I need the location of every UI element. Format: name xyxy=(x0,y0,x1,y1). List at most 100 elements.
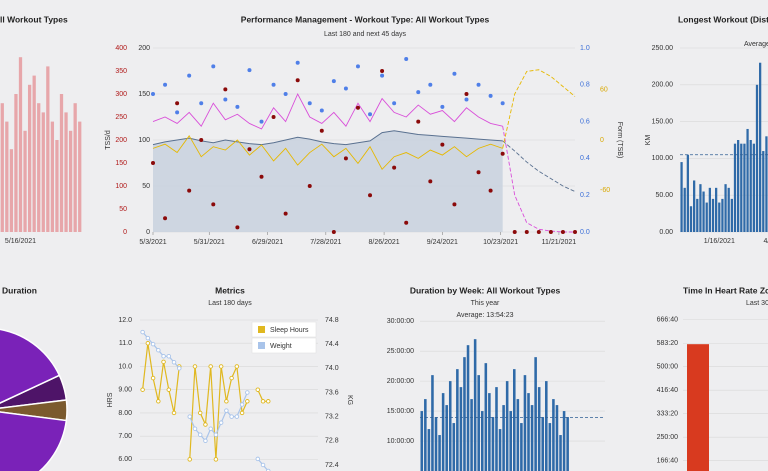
bar xyxy=(686,154,689,232)
y-tick-label: -60 xyxy=(600,187,610,194)
series-marker xyxy=(229,375,234,381)
y-tick-label: 100 xyxy=(115,183,127,190)
scatter-dot xyxy=(331,79,336,84)
bar xyxy=(733,143,737,232)
ctl-area xyxy=(153,130,503,232)
y-tick-label: 0.4 xyxy=(580,155,590,162)
scatter-dot xyxy=(392,101,397,106)
bar xyxy=(495,387,498,471)
scatter-dot xyxy=(380,69,385,73)
bar xyxy=(689,206,693,232)
title-text: Duration xyxy=(2,285,37,295)
series-marker xyxy=(255,456,261,462)
series-marker xyxy=(166,353,172,359)
scatter-dot xyxy=(488,188,493,193)
title-text: Time In Heart Rate Zo xyxy=(683,285,768,295)
scatter-dot xyxy=(247,68,252,73)
bar xyxy=(459,387,463,471)
series-marker xyxy=(218,420,224,425)
bar xyxy=(746,128,749,232)
y-tick-label: 416:40 xyxy=(657,387,679,394)
bar xyxy=(0,103,4,232)
legend-swatch xyxy=(258,342,265,349)
bar xyxy=(505,381,509,471)
scatter-dot xyxy=(368,112,373,117)
series-marker xyxy=(239,402,245,407)
series-marker xyxy=(145,340,151,346)
scatter-dot xyxy=(476,82,481,87)
scatter-dot xyxy=(163,82,168,87)
y-tick-label: 250:00 xyxy=(657,434,679,441)
subtitle-text: Last 30 xyxy=(746,300,768,307)
bar xyxy=(448,381,452,471)
series-marker xyxy=(192,426,198,431)
scatter-dot xyxy=(476,170,481,175)
y-tick-label: 583:20 xyxy=(657,340,679,347)
series-marker xyxy=(156,399,161,404)
scatter-dot xyxy=(199,101,204,106)
x-tick-label: 6/29/2021 xyxy=(252,239,283,246)
series-marker xyxy=(145,335,151,341)
scatter-dot xyxy=(187,188,192,193)
series-marker xyxy=(245,399,250,404)
bar xyxy=(470,399,473,471)
scatter-dot xyxy=(404,220,409,225)
ylabel-text: HRS xyxy=(107,392,114,407)
series-line xyxy=(502,69,576,149)
bar xyxy=(765,136,768,232)
scatter-dot xyxy=(512,230,517,234)
bar xyxy=(740,143,743,232)
series-marker xyxy=(224,408,229,413)
bar xyxy=(32,75,36,232)
scatter-dot xyxy=(404,57,409,62)
bar xyxy=(64,112,68,232)
scatter-dot xyxy=(199,138,204,142)
y2label-text: KG xyxy=(346,395,353,405)
scatter-dot xyxy=(355,64,360,69)
y-tick-label: 73.2 xyxy=(325,413,339,420)
scatter-dot xyxy=(211,202,216,207)
y-tick-label: 200.00 xyxy=(652,82,674,89)
bar xyxy=(473,339,477,471)
bar xyxy=(59,94,64,232)
y-tick-label: 12.0 xyxy=(118,317,132,324)
bar xyxy=(463,357,466,471)
series-marker xyxy=(161,353,166,359)
y-tick-label: 10:00:00 xyxy=(387,438,414,445)
title-text: ll Workout Types xyxy=(0,14,68,24)
y-tick-label: 30:00:00 xyxy=(387,318,414,325)
series-marker xyxy=(140,329,145,335)
y-tick-label: 150 xyxy=(138,91,150,98)
scatter-dot xyxy=(548,230,553,234)
y-tick-label: 100 xyxy=(138,137,150,144)
series-marker xyxy=(208,364,213,369)
series-marker xyxy=(260,462,266,468)
y-tick-label: 15:00:00 xyxy=(387,408,414,415)
y-tick-label: 0.00 xyxy=(659,229,673,236)
x-tick-label: 1/16/2021 xyxy=(704,238,735,245)
y-tick-label: 1.0 xyxy=(580,45,590,52)
x-tick-label: 4/ xyxy=(764,238,768,245)
bar xyxy=(516,399,520,471)
scatter-dot xyxy=(259,174,264,179)
bar xyxy=(752,143,755,232)
bar xyxy=(523,375,527,471)
y-tick-label: 500:00 xyxy=(657,364,679,371)
y-tick-label: 0.2 xyxy=(580,192,590,199)
series-marker xyxy=(203,422,208,427)
legend-swatch xyxy=(258,326,265,333)
bar xyxy=(424,399,427,471)
title-text: Duration by Week: All Workout Types xyxy=(410,285,561,295)
bar xyxy=(721,198,724,232)
scatter-dot xyxy=(488,93,493,98)
scatter-dot xyxy=(355,105,360,110)
y-tick-label: 250 xyxy=(115,114,127,121)
bar xyxy=(562,411,566,471)
bar xyxy=(724,184,727,232)
scatter-dot xyxy=(343,86,348,91)
bar xyxy=(27,84,32,232)
y-tick-label: 50.00 xyxy=(655,192,673,199)
title-text: Longest Workout (Dista xyxy=(678,14,768,24)
bar xyxy=(559,435,562,471)
bar xyxy=(520,423,523,471)
